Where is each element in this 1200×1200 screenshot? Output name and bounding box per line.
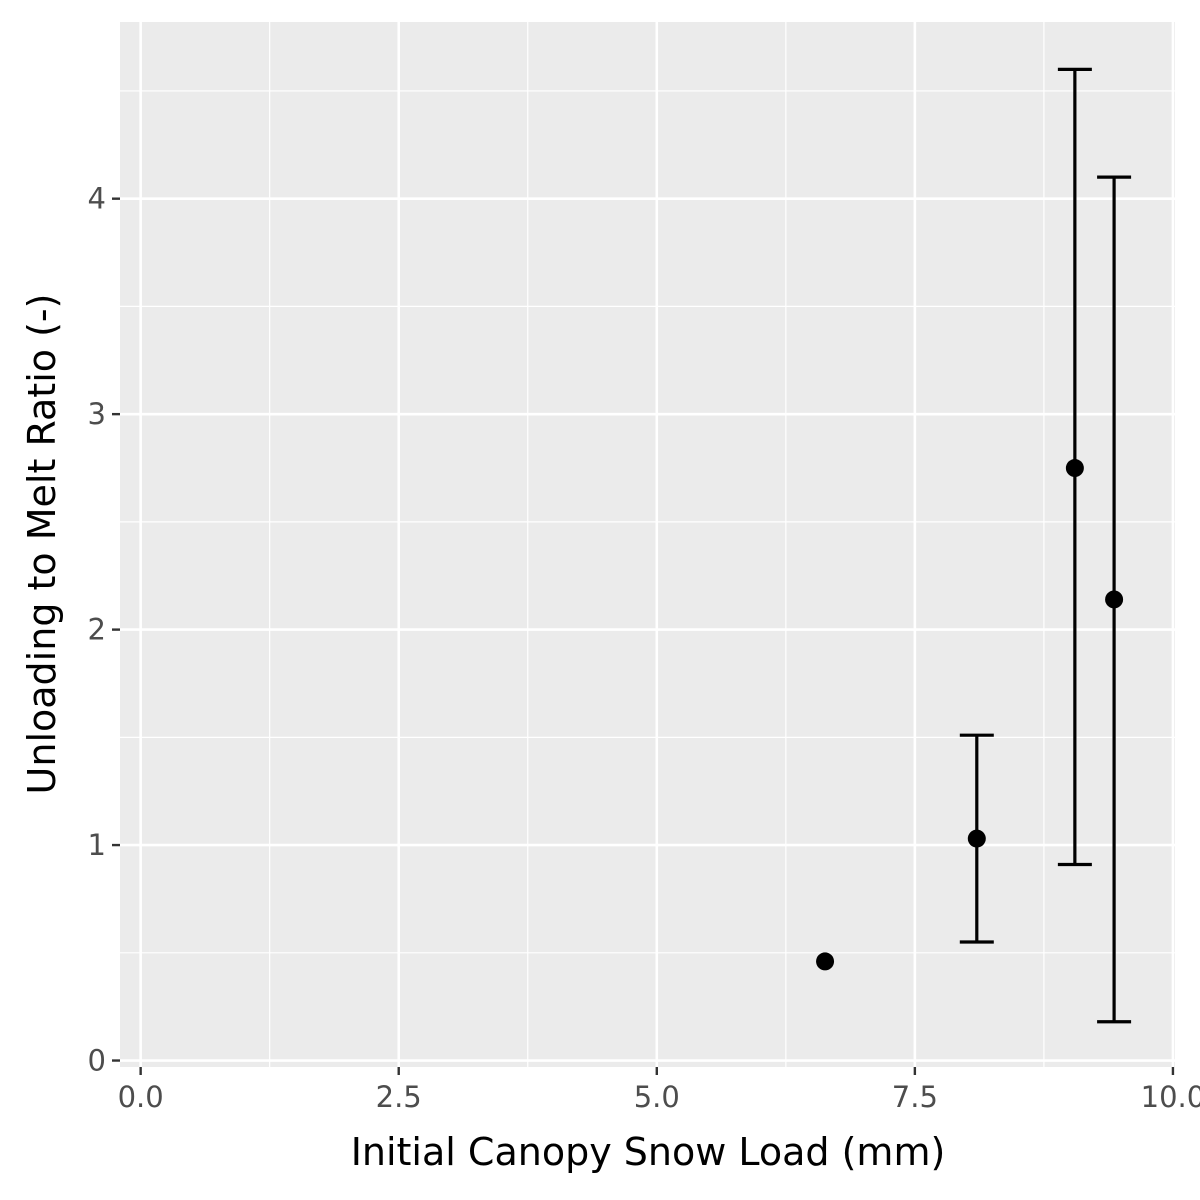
y-axis: 0 1 2 3 4 [88, 182, 120, 1078]
x-axis: 0.0 2.5 5.0 7.5 10.0 [118, 1067, 1200, 1114]
x-tick-label: 2.5 [376, 1080, 422, 1114]
data-points [816, 459, 1124, 971]
data-point [816, 952, 835, 971]
x-axis-title: Initial Canopy Snow Load (mm) [351, 1130, 946, 1174]
y-axis-title: Unloading to Melt Ratio (-) [20, 294, 64, 795]
major-gridlines [120, 22, 1175, 1067]
x-tick-label: 7.5 [892, 1080, 938, 1114]
y-tick-label: 2 [88, 613, 106, 647]
x-tick-label: 0.0 [118, 1080, 164, 1114]
y-tick-label: 0 [88, 1044, 106, 1078]
y-tick-label: 4 [88, 182, 106, 216]
minor-gridlines [120, 22, 1175, 1067]
data-point [1065, 459, 1084, 478]
panel-background [120, 22, 1175, 1067]
x-tick-label: 10.0 [1141, 1080, 1200, 1114]
y-tick-label: 3 [88, 397, 106, 431]
x-tick-label: 5.0 [634, 1080, 680, 1114]
y-tick-label: 1 [88, 828, 106, 862]
data-point [967, 829, 986, 848]
data-point [1105, 590, 1124, 609]
